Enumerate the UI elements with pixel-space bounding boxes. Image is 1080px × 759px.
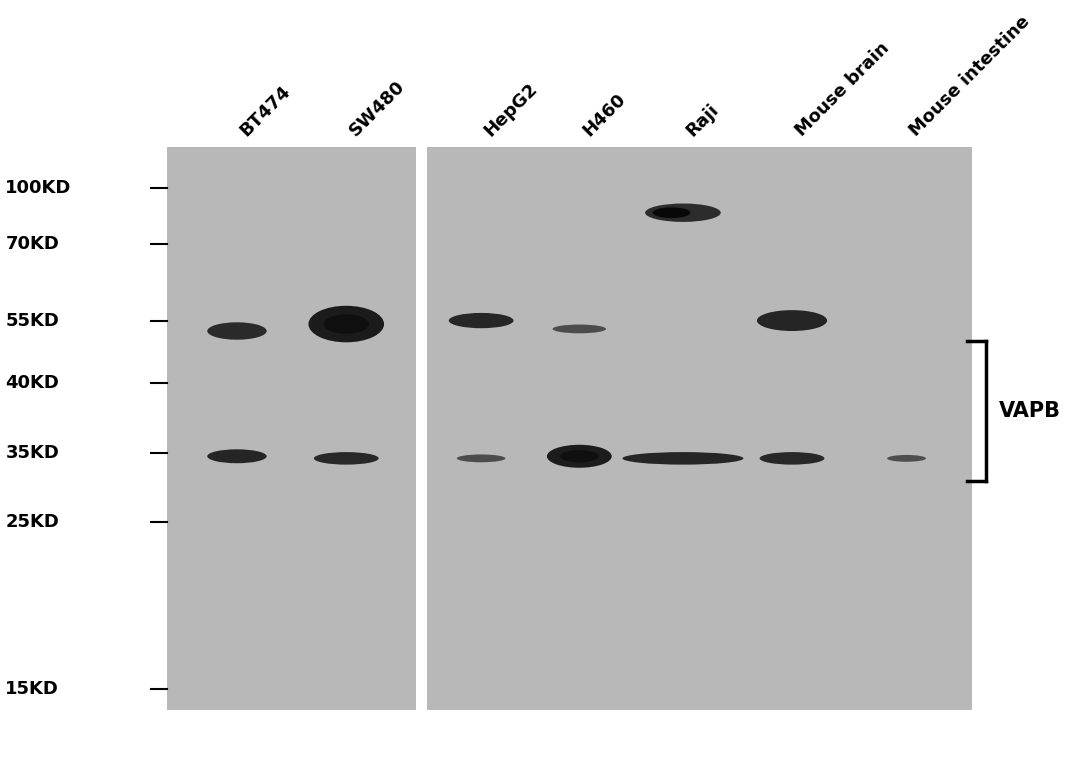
Ellipse shape xyxy=(324,314,369,334)
Ellipse shape xyxy=(553,325,606,333)
Ellipse shape xyxy=(546,445,611,468)
Text: SW480: SW480 xyxy=(347,77,409,140)
Ellipse shape xyxy=(309,306,384,342)
Text: Mouse intestine: Mouse intestine xyxy=(906,12,1034,140)
Ellipse shape xyxy=(207,323,267,340)
Ellipse shape xyxy=(449,313,514,328)
Ellipse shape xyxy=(759,452,824,465)
Text: 40KD: 40KD xyxy=(5,374,59,392)
Ellipse shape xyxy=(457,455,505,462)
Ellipse shape xyxy=(887,455,926,461)
Ellipse shape xyxy=(645,203,720,222)
Text: 25KD: 25KD xyxy=(5,513,59,531)
Text: BT474: BT474 xyxy=(237,82,295,140)
Text: VAPB: VAPB xyxy=(999,401,1061,421)
Ellipse shape xyxy=(559,450,598,462)
Text: H460: H460 xyxy=(579,90,630,140)
Text: Raji: Raji xyxy=(683,100,723,140)
Text: 15KD: 15KD xyxy=(5,680,59,698)
Ellipse shape xyxy=(314,452,379,465)
FancyBboxPatch shape xyxy=(167,146,972,710)
Ellipse shape xyxy=(207,449,267,463)
Ellipse shape xyxy=(622,452,743,465)
Ellipse shape xyxy=(652,207,690,218)
Text: Mouse brain: Mouse brain xyxy=(792,39,893,140)
Text: 70KD: 70KD xyxy=(5,235,59,253)
Text: 35KD: 35KD xyxy=(5,444,59,461)
Text: 100KD: 100KD xyxy=(5,179,71,197)
Ellipse shape xyxy=(757,310,827,331)
Bar xyxy=(416,146,427,710)
Text: 55KD: 55KD xyxy=(5,312,59,329)
Text: HepG2: HepG2 xyxy=(482,79,541,140)
